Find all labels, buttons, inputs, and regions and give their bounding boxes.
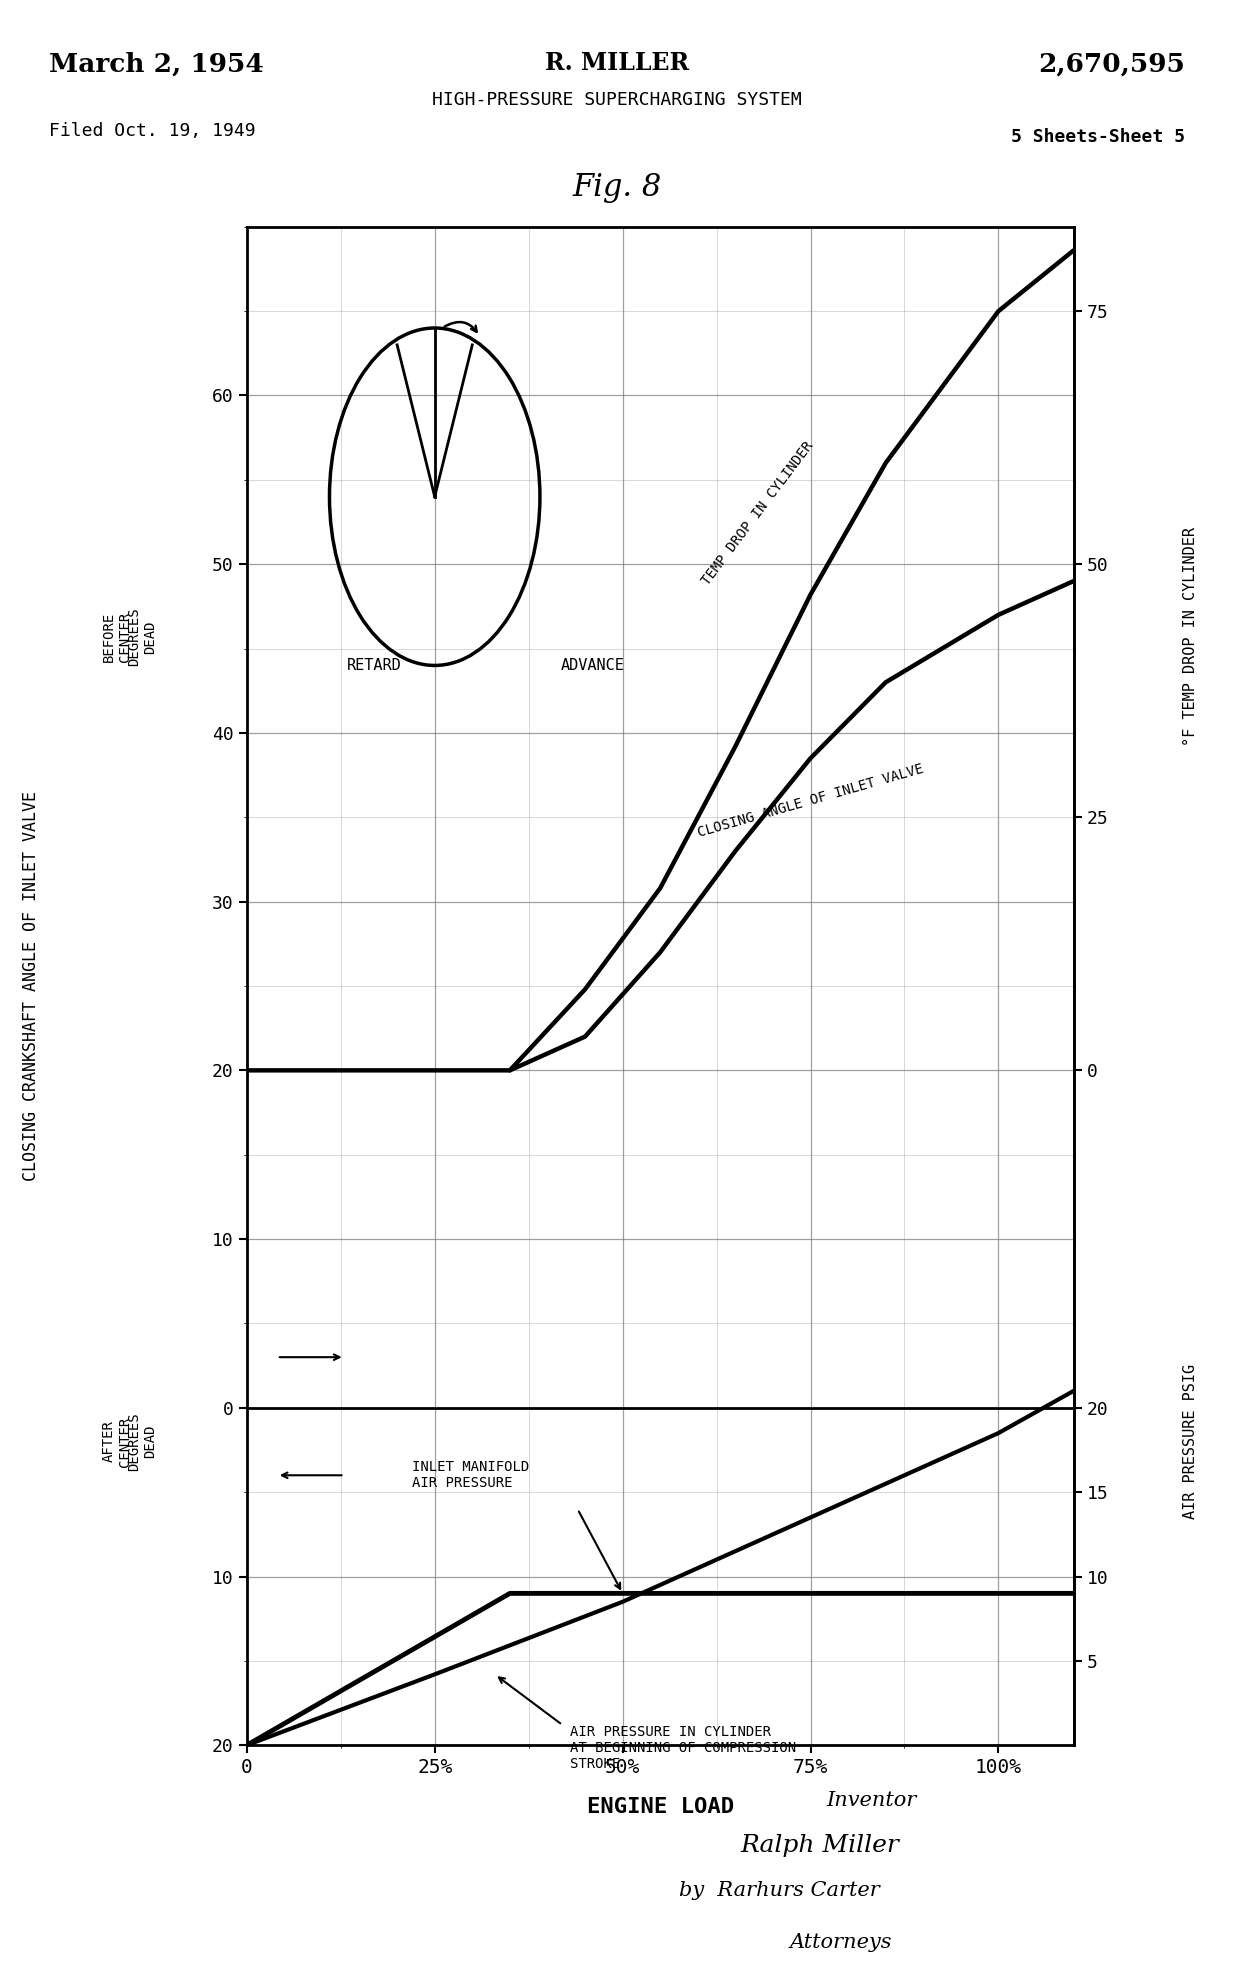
Text: Ralph Miller: Ralph Miller (740, 1834, 900, 1858)
Text: BEFORE
CENTER: BEFORE CENTER (102, 611, 132, 663)
Text: Inventor: Inventor (827, 1791, 917, 1810)
Text: R. MILLER: R. MILLER (545, 51, 689, 75)
Text: AIR PRESSURE IN CYLINDER
AT BEGINNING OF COMPRESSION
STROKE: AIR PRESSURE IN CYLINDER AT BEGINNING OF… (570, 1726, 796, 1771)
Text: Filed Oct. 19, 1949: Filed Oct. 19, 1949 (49, 122, 255, 140)
Text: AIR PRESSURE PSIG: AIR PRESSURE PSIG (1183, 1365, 1198, 1518)
Text: Fig. 8: Fig. 8 (573, 172, 661, 203)
Text: °F TEMP DROP IN CYLINDER: °F TEMP DROP IN CYLINDER (1183, 527, 1198, 745)
Text: CLOSING ANGLE OF INLET VALVE: CLOSING ANGLE OF INLET VALVE (696, 761, 926, 840)
Text: CLOSING CRANKSHAFT ANGLE OF INLET VALVE: CLOSING CRANKSHAFT ANGLE OF INLET VALVE (22, 791, 39, 1181)
Text: AFTER
CENTER: AFTER CENTER (102, 1416, 132, 1467)
Text: March 2, 1954: March 2, 1954 (49, 51, 264, 77)
Text: Attorneys: Attorneys (790, 1933, 892, 1952)
Text: RETARD: RETARD (347, 659, 402, 672)
Text: 2,670,595: 2,670,595 (1038, 51, 1185, 77)
Text: HIGH-PRESSURE SUPERCHARGING SYSTEM: HIGH-PRESSURE SUPERCHARGING SYSTEM (432, 91, 802, 108)
Text: by  Rarhurs Carter: by Rarhurs Carter (679, 1881, 880, 1901)
Text: 5 Sheets-Sheet 5: 5 Sheets-Sheet 5 (1011, 128, 1185, 146)
Text: DEGREES
DEAD: DEGREES DEAD (127, 1412, 157, 1471)
Text: ADVANCE: ADVANCE (560, 659, 624, 672)
Text: INLET MANIFOLD
AIR PRESSURE: INLET MANIFOLD AIR PRESSURE (412, 1459, 529, 1491)
Text: TEMP DROP IN CYLINDER: TEMP DROP IN CYLINDER (700, 440, 817, 588)
Text: DEGREES
DEAD: DEGREES DEAD (127, 607, 157, 667)
X-axis label: ENGINE LOAD: ENGINE LOAD (586, 1796, 734, 1816)
